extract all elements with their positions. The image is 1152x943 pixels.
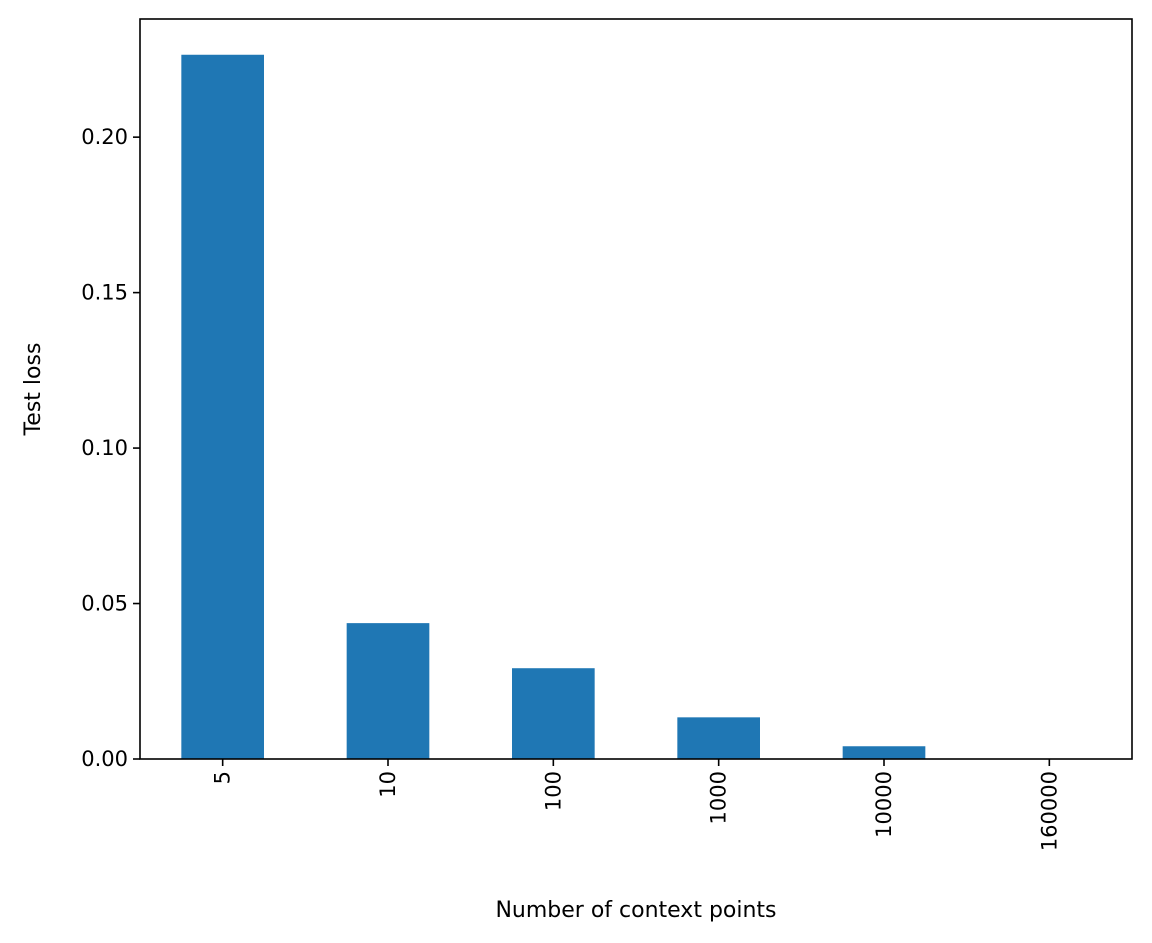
x-tick-label: 100 (541, 771, 565, 811)
y-tick-label: 0.20 (81, 125, 128, 149)
y-tick-label: 0.15 (81, 281, 128, 305)
bar-1000 (677, 717, 760, 759)
y-axis: 0.00 0.05 0.10 0.15 0.20 (81, 125, 140, 771)
x-axis: 5 10 100 1000 10000 160000 (211, 759, 1061, 851)
x-tick-label: 10 (376, 771, 400, 798)
bar-10 (346, 623, 430, 759)
bar-5 (181, 54, 264, 760)
bars-group (181, 54, 1091, 760)
y-tick-label: 0.10 (81, 436, 128, 460)
x-tick-label: 5 (211, 771, 235, 784)
plot-frame (139, 18, 1133, 760)
y-tick-label: 0.05 (81, 592, 128, 616)
y-axis-label: Test loss (21, 343, 46, 437)
bar-100 (512, 668, 595, 759)
x-tick-label: 160000 (1037, 771, 1061, 851)
x-tick-label: 1000 (707, 771, 731, 824)
x-tick-label: 10000 (872, 771, 896, 838)
bar-10000 (842, 746, 926, 759)
x-axis-label: Number of context points (495, 898, 776, 923)
y-tick-label: 0.00 (81, 747, 128, 771)
